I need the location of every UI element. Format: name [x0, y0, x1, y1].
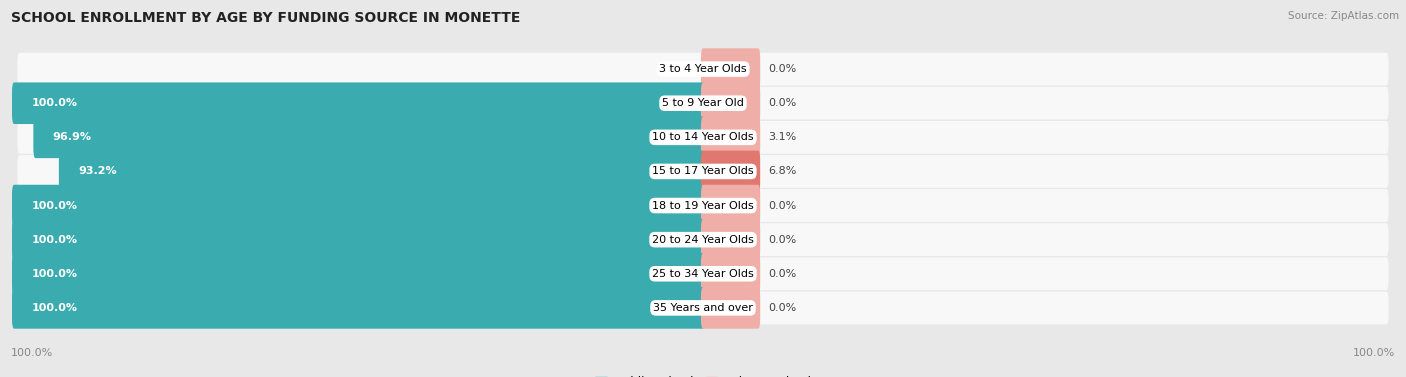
FancyBboxPatch shape — [702, 116, 761, 158]
Text: 100.0%: 100.0% — [31, 98, 77, 108]
FancyBboxPatch shape — [17, 189, 1389, 222]
Text: 20 to 24 Year Olds: 20 to 24 Year Olds — [652, 234, 754, 245]
Text: 18 to 19 Year Olds: 18 to 19 Year Olds — [652, 201, 754, 211]
FancyBboxPatch shape — [17, 223, 1389, 256]
Text: 3.1%: 3.1% — [769, 132, 797, 143]
Text: 100.0%: 100.0% — [11, 348, 53, 358]
FancyBboxPatch shape — [13, 287, 704, 329]
Text: 0.0%: 0.0% — [665, 64, 693, 74]
Text: 0.0%: 0.0% — [769, 303, 797, 313]
FancyBboxPatch shape — [13, 185, 704, 226]
Text: SCHOOL ENROLLMENT BY AGE BY FUNDING SOURCE IN MONETTE: SCHOOL ENROLLMENT BY AGE BY FUNDING SOUR… — [11, 11, 520, 25]
Text: 0.0%: 0.0% — [769, 64, 797, 74]
Text: 100.0%: 100.0% — [31, 303, 77, 313]
Text: 100.0%: 100.0% — [31, 201, 77, 211]
FancyBboxPatch shape — [34, 116, 704, 158]
FancyBboxPatch shape — [702, 219, 761, 261]
FancyBboxPatch shape — [13, 83, 704, 124]
FancyBboxPatch shape — [59, 151, 704, 192]
FancyBboxPatch shape — [13, 253, 704, 294]
Legend: Public School, Private School: Public School, Private School — [595, 376, 811, 377]
FancyBboxPatch shape — [17, 121, 1389, 154]
Text: 0.0%: 0.0% — [769, 98, 797, 108]
Text: 0.0%: 0.0% — [769, 201, 797, 211]
FancyBboxPatch shape — [17, 155, 1389, 188]
Text: 0.0%: 0.0% — [769, 269, 797, 279]
Text: 3 to 4 Year Olds: 3 to 4 Year Olds — [659, 64, 747, 74]
FancyBboxPatch shape — [702, 287, 761, 329]
Text: 96.9%: 96.9% — [52, 132, 91, 143]
FancyBboxPatch shape — [17, 87, 1389, 120]
Text: 5 to 9 Year Old: 5 to 9 Year Old — [662, 98, 744, 108]
Text: 100.0%: 100.0% — [1353, 348, 1395, 358]
Text: 0.0%: 0.0% — [769, 234, 797, 245]
FancyBboxPatch shape — [702, 151, 761, 192]
FancyBboxPatch shape — [702, 48, 761, 90]
Text: 10 to 14 Year Olds: 10 to 14 Year Olds — [652, 132, 754, 143]
FancyBboxPatch shape — [17, 291, 1389, 324]
Text: Source: ZipAtlas.com: Source: ZipAtlas.com — [1288, 11, 1399, 21]
FancyBboxPatch shape — [13, 219, 704, 261]
Text: 15 to 17 Year Olds: 15 to 17 Year Olds — [652, 166, 754, 176]
Text: 6.8%: 6.8% — [769, 166, 797, 176]
FancyBboxPatch shape — [702, 253, 761, 294]
FancyBboxPatch shape — [702, 185, 761, 226]
FancyBboxPatch shape — [17, 257, 1389, 290]
FancyBboxPatch shape — [17, 53, 1389, 86]
Text: 93.2%: 93.2% — [79, 166, 117, 176]
FancyBboxPatch shape — [702, 83, 761, 124]
Text: 100.0%: 100.0% — [31, 234, 77, 245]
Text: 35 Years and over: 35 Years and over — [652, 303, 754, 313]
Text: 25 to 34 Year Olds: 25 to 34 Year Olds — [652, 269, 754, 279]
Text: 100.0%: 100.0% — [31, 269, 77, 279]
